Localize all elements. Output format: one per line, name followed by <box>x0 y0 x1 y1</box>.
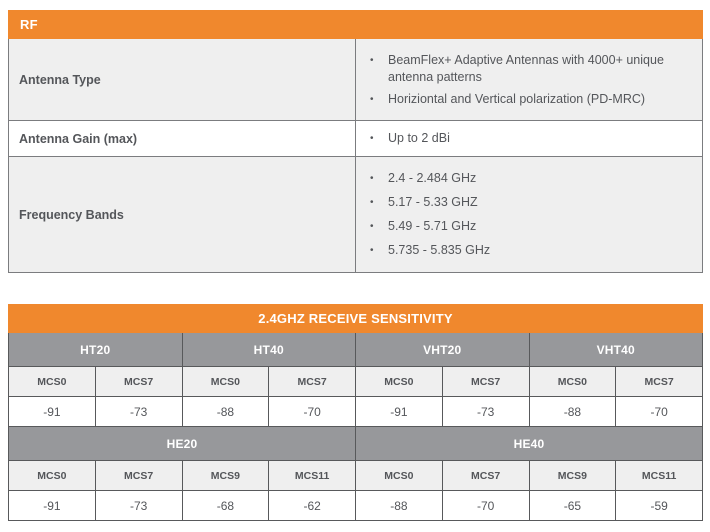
sensitivity-value-cell: -70 <box>441 490 530 521</box>
sensitivity-value-cell: -73 <box>94 490 183 521</box>
bullet-icon: • <box>370 54 374 66</box>
mcs-label-cell: MCS0 <box>181 366 270 397</box>
mcs-header-row: MCS0 MCS7 MCS0 MCS7 MCS0 MCS7 MCS0 MCS7 <box>8 366 703 397</box>
sensitivity-value-cell: -91 <box>8 396 96 427</box>
sensitivity-value-cell: -65 <box>528 490 617 521</box>
band-name-cell: VHT40 <box>528 332 703 367</box>
mcs-label-cell: MCS0 <box>528 366 617 397</box>
sensitivity-value-cell: -91 <box>355 396 443 427</box>
rf-header-row: RF <box>8 10 703 39</box>
sensitivity-value-cell: -88 <box>181 396 270 427</box>
sensitivity-value-cell: -70 <box>268 396 356 427</box>
bullet-item: • 5.49 - 5.71 GHz <box>370 218 694 235</box>
bullet-list: • 2.4 - 2.484 GHz • 5.17 - 5.33 GHZ • 5.49 - … <box>364 170 694 259</box>
sensitivity-value-cell: -73 <box>441 396 530 427</box>
bullet-item: • BeamFlex+ Adaptive Antennas with 4000+ … <box>370 52 694 86</box>
bullet-text: 5.49 - 5.71 GHz <box>388 219 477 233</box>
rf-table-row: Antenna Gain (max) • Up to 2 dBi <box>8 120 703 157</box>
band-name-cell: HE20 <box>8 426 356 461</box>
band-header-row: HT20 HT40 VHT20 VHT40 <box>8 332 703 367</box>
band-name-cell: VHT20 <box>355 332 530 367</box>
sensitivity-value-cell: -68 <box>181 490 270 521</box>
bullet-text: 5.17 - 5.33 GHZ <box>388 195 478 209</box>
bullet-text: Up to 2 dBi <box>388 131 450 145</box>
rf-row-values: • Up to 2 dBi <box>355 120 703 157</box>
bullet-text: 2.4 - 2.484 GHz <box>388 171 477 185</box>
band-name-cell: HT40 <box>181 332 356 367</box>
bullet-text: BeamFlex+ Adaptive Antennas with 4000+ u… <box>388 52 664 84</box>
mcs-header-row: MCS0 MCS7 MCS9 MCS11 MCS0 MCS7 MCS9 MCS11 <box>8 460 703 491</box>
bullet-icon: • <box>370 245 374 256</box>
sensitivity-value-cell: -91 <box>8 490 96 521</box>
sensitivity-value-cell: -88 <box>528 396 617 427</box>
mcs-label-cell: MCS7 <box>268 366 356 397</box>
band-name-cell: HE40 <box>355 426 703 461</box>
sensitivity-value-cell: -73 <box>94 396 183 427</box>
rf-table-row: Frequency Bands • 2.4 - 2.484 GHz • 5.17 - 5… <box>8 156 703 273</box>
sensitivity-header-row: 2.4GHZ RECEIVE SENSITIVITY <box>8 304 703 333</box>
sensitivity-value-cell: -70 <box>615 396 703 427</box>
bullet-text: Horiziontal and Vertical polarization (P… <box>388 91 646 106</box>
bullet-text: 5.735 - 5.835 GHz <box>388 243 491 257</box>
bullet-list: • BeamFlex+ Adaptive Antennas with 4000+ … <box>364 52 694 108</box>
mcs-label-cell: MCS7 <box>615 366 703 397</box>
rf-row-label: Frequency Bands <box>8 156 356 273</box>
mcs-label-cell: MCS0 <box>355 460 443 491</box>
mcs-label-cell: MCS9 <box>528 460 617 491</box>
receive-sensitivity-table: 2.4GHZ RECEIVE SENSITIVITY HT20 HT40 VHT20… <box>8 304 703 521</box>
rf-row-values: • BeamFlex+ Adaptive Antennas with 4000+ … <box>355 38 703 121</box>
mcs-label-cell: MCS7 <box>94 460 183 491</box>
mcs-label-cell: MCS11 <box>268 460 356 491</box>
sensitivity-table-body: HT20 HT40 VHT20 VHT40 MCS0 MCS7 MCS0 MCS7 MCS0 MC… <box>8 332 703 521</box>
bullet-item: • 5.735 - 5.835 GHz <box>370 242 694 259</box>
sensitivity-value-cell: -62 <box>268 490 356 521</box>
bullet-item: • Horiziontal and Vertical polarization (… <box>370 91 694 108</box>
sensitivity-value-cell: -59 <box>615 490 703 521</box>
bullet-item: • Up to 2 dBi <box>370 130 694 147</box>
rf-row-label: Antenna Type <box>8 38 356 121</box>
mcs-label-cell: MCS7 <box>94 366 183 397</box>
rf-spec-table: RF Antenna Type • BeamFlex+ Adaptive Anten… <box>8 10 703 273</box>
values-row: -91 -73 -88 -70 -91 -73 -88 -70 <box>8 396 703 427</box>
rf-row-values: • 2.4 - 2.484 GHz • 5.17 - 5.33 GHZ • 5.49 - … <box>355 156 703 273</box>
rf-table-body: Antenna Type • BeamFlex+ Adaptive Antennas… <box>8 38 703 273</box>
bullet-item: • 5.17 - 5.33 GHZ <box>370 194 694 211</box>
bullet-icon: • <box>370 197 374 208</box>
values-row: -91 -73 -68 -62 -88 -70 -65 -59 <box>8 490 703 521</box>
bullet-icon: • <box>370 93 374 105</box>
bullet-item: • 2.4 - 2.484 GHz <box>370 170 694 187</box>
sensitivity-section-header: 2.4GHZ RECEIVE SENSITIVITY <box>8 304 703 333</box>
mcs-label-cell: MCS9 <box>181 460 270 491</box>
mcs-label-cell: MCS11 <box>615 460 703 491</box>
bullet-list: • Up to 2 dBi <box>364 130 694 147</box>
band-header-row: HE20 HE40 <box>8 426 703 461</box>
rf-section-header: RF <box>8 10 703 39</box>
mcs-label-cell: MCS0 <box>8 366 96 397</box>
mcs-label-cell: MCS7 <box>441 366 530 397</box>
rf-row-label: Antenna Gain (max) <box>8 120 356 157</box>
bullet-icon: • <box>370 221 374 232</box>
mcs-label-cell: MCS0 <box>8 460 96 491</box>
sensitivity-value-cell: -88 <box>355 490 443 521</box>
mcs-label-cell: MCS0 <box>355 366 443 397</box>
bullet-icon: • <box>370 173 374 184</box>
mcs-label-cell: MCS7 <box>441 460 530 491</box>
rf-table-row: Antenna Type • BeamFlex+ Adaptive Antennas… <box>8 38 703 121</box>
bullet-icon: • <box>370 133 374 144</box>
band-name-cell: HT20 <box>8 332 183 367</box>
